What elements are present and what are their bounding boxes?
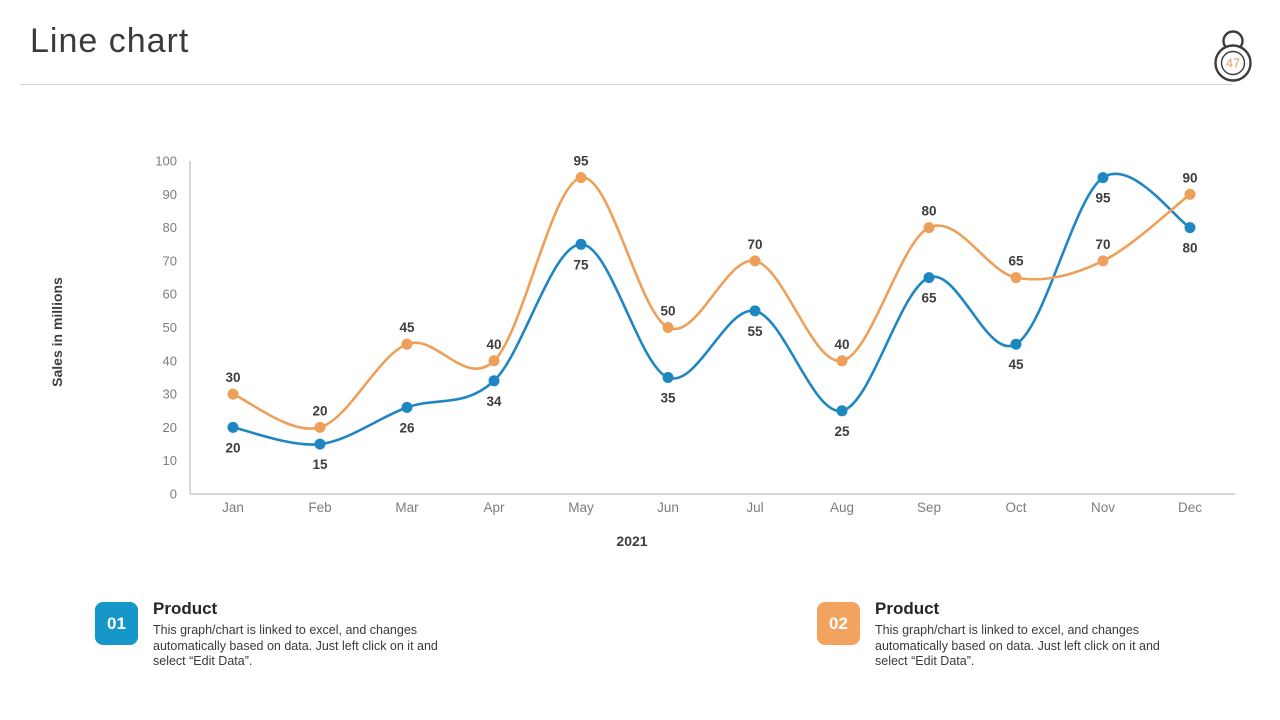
data-point-label: 34 <box>486 394 502 409</box>
data-point-label: 45 <box>1008 357 1024 372</box>
x-tick-label: Jan <box>222 500 244 515</box>
data-point-label: 70 <box>1095 237 1110 252</box>
series-line-product-01 <box>231 172 1192 446</box>
data-point-marker <box>314 421 326 433</box>
data-point-label: 25 <box>834 424 850 439</box>
data-point-marker <box>575 238 587 250</box>
data-point-marker <box>1184 222 1196 234</box>
data-point-label: 70 <box>747 237 762 252</box>
callout-01-description: This graph/chart is linked to excel, and… <box>153 623 438 669</box>
data-point-marker <box>1010 338 1022 350</box>
data-point-marker <box>314 438 326 450</box>
x-tick-label: Oct <box>1005 500 1026 515</box>
y-tick-label: 80 <box>163 220 177 235</box>
y-tick-label: 20 <box>163 420 177 435</box>
data-point-marker <box>923 272 935 284</box>
data-point-marker <box>662 372 674 383</box>
y-tick-label: 60 <box>163 287 177 302</box>
x-tick-label: Mar <box>395 500 419 515</box>
y-axis-title: Sales in millions <box>49 277 65 387</box>
data-point-label: 30 <box>225 370 240 385</box>
data-point-marker <box>401 401 413 413</box>
data-point-marker <box>488 375 500 387</box>
data-point-label: 40 <box>834 337 849 352</box>
data-point-marker <box>1184 188 1196 200</box>
data-point-label: 20 <box>312 403 327 418</box>
data-point-label: 95 <box>573 154 589 169</box>
y-tick-label: 50 <box>163 320 177 335</box>
data-point-marker <box>923 222 935 234</box>
x-tick-label: Feb <box>308 500 331 515</box>
x-tick-label: Sep <box>917 500 941 515</box>
data-point-label: 90 <box>1182 170 1197 185</box>
data-point-label: 50 <box>660 304 675 319</box>
y-tick-label: 100 <box>155 154 177 169</box>
data-point-label: 35 <box>660 391 676 406</box>
data-point-label: 75 <box>573 257 589 272</box>
x-tick-label: Aug <box>830 500 854 515</box>
data-point-label: 80 <box>921 204 936 219</box>
data-point-marker <box>227 388 239 400</box>
data-point-marker <box>1097 255 1109 267</box>
data-point-label: 95 <box>1095 191 1111 206</box>
data-point-label: 65 <box>1008 254 1024 269</box>
data-point-label: 80 <box>1182 241 1197 256</box>
x-tick-label: Dec <box>1178 500 1202 515</box>
callout-02-badge: 02 <box>817 602 860 645</box>
data-point-label: 45 <box>399 320 415 335</box>
data-point-label: 15 <box>312 457 328 472</box>
data-point-label: 26 <box>399 420 415 435</box>
y-tick-label: 90 <box>163 187 177 202</box>
callout-product-02: 02 Product This graph/chart is linked to… <box>817 599 1167 670</box>
y-tick-label: 40 <box>163 353 177 368</box>
data-point-marker <box>749 305 761 317</box>
callout-product-01: 01 Product This graph/chart is linked to… <box>95 599 445 670</box>
header-divider <box>20 84 1232 85</box>
y-tick-label: 70 <box>163 253 177 268</box>
y-tick-label: 10 <box>163 453 177 468</box>
data-point-label: 55 <box>747 324 763 339</box>
data-point-label: 40 <box>486 337 501 352</box>
data-point-marker <box>401 338 413 350</box>
page-title: Line chart <box>30 22 190 60</box>
x-tick-label: May <box>568 500 594 515</box>
y-tick-label: 30 <box>163 387 177 402</box>
callout-02-title: Product <box>875 599 940 618</box>
x-tick-label: Jun <box>657 500 679 515</box>
data-point-marker <box>227 421 239 433</box>
x-tick-label: Jul <box>746 500 763 515</box>
data-point-marker <box>836 355 848 367</box>
callout-01-title: Product <box>153 599 218 618</box>
data-point-marker <box>749 255 761 267</box>
lock-body <box>1214 44 1252 82</box>
data-point-label: 20 <box>225 440 240 455</box>
lock-icon: 47 <box>1214 30 1252 82</box>
data-point-marker <box>488 355 500 367</box>
data-point-label: 65 <box>921 291 937 306</box>
x-tick-label: Apr <box>483 500 505 515</box>
data-point-marker <box>575 172 587 184</box>
series-line-product-02 <box>231 176 1192 430</box>
x-tick-label: Nov <box>1091 500 1115 515</box>
callout-01-badge: 01 <box>95 602 138 645</box>
data-point-marker <box>662 322 674 333</box>
slide-number: 47 <box>1226 57 1240 71</box>
x-axis-title: 2021 <box>616 533 647 549</box>
callout-02-description: This graph/chart is linked to excel, and… <box>875 623 1160 669</box>
data-point-marker <box>836 405 848 417</box>
data-point-marker <box>1097 172 1109 184</box>
lock-inner-ring <box>1220 50 1246 76</box>
data-point-marker <box>1010 272 1022 284</box>
line-chart[interactable]: 0 10 20 30 40 50 60 70 80 90 100 Jan Feb Mar Apr May Jun… <box>0 130 1280 570</box>
y-tick-label: 0 <box>170 487 177 502</box>
